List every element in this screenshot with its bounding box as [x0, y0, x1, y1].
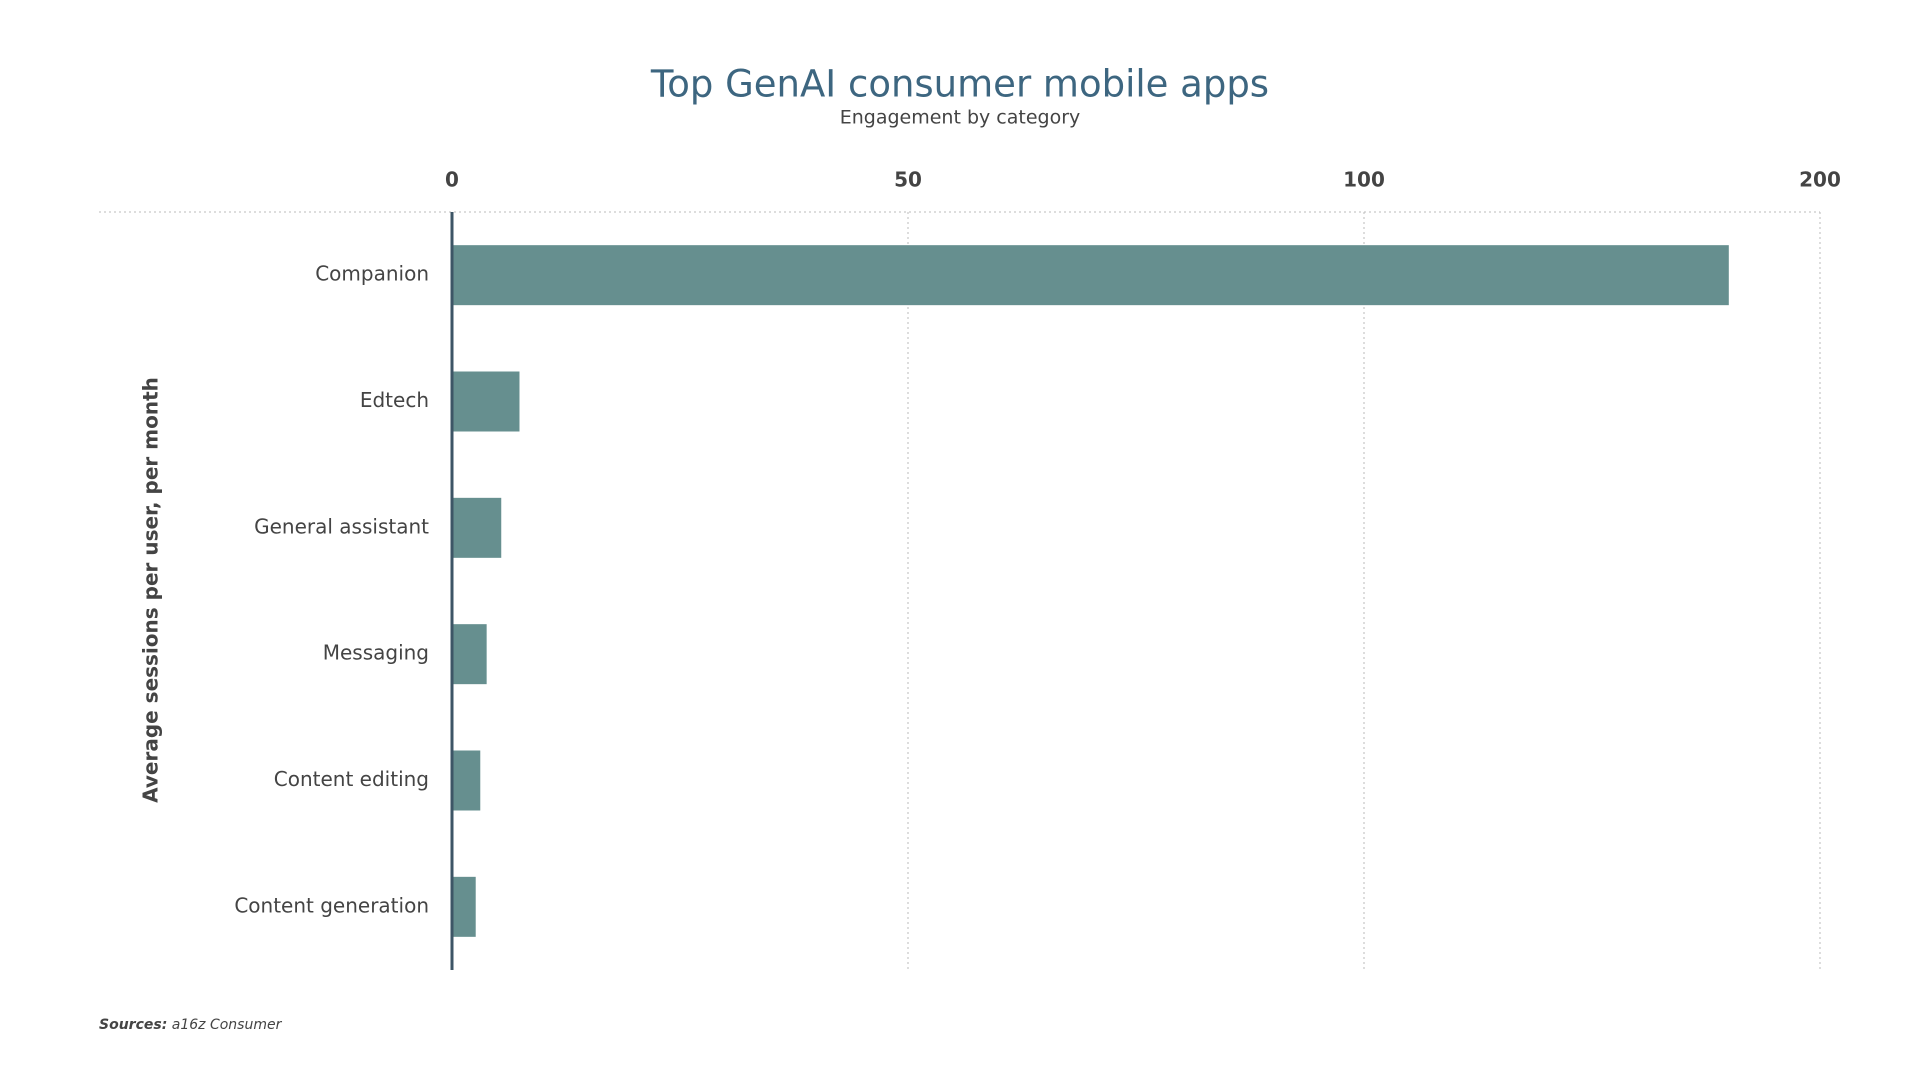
chart-subtitle: Engagement by category	[840, 107, 1081, 129]
chart-title: Top GenAI consumer mobile apps	[650, 63, 1269, 106]
x-tick-label: 0	[445, 168, 459, 192]
y-tick-label: Edtech	[360, 388, 429, 412]
source: Sources: a16z Consumer	[99, 1017, 283, 1033]
x-tick-label: 100	[1343, 168, 1385, 192]
y-tick-label: Content generation	[234, 893, 429, 917]
bar	[452, 750, 481, 811]
y-tick-label: Messaging	[323, 641, 429, 665]
bar	[452, 624, 487, 685]
source-label: Sources:	[99, 1017, 167, 1033]
y-tick-label: Content editing	[274, 767, 429, 791]
x-tick-label: 50	[894, 168, 922, 192]
bar	[452, 371, 520, 432]
x-tick-label: 200	[1799, 168, 1841, 192]
y-tick-label: Companion	[315, 262, 429, 286]
y-axis-label: Average sessions per user, per month	[139, 377, 163, 803]
source-text: a16z Consumer	[172, 1017, 283, 1033]
bar	[452, 876, 476, 937]
bar	[452, 245, 1729, 306]
y-tick-label: General assistant	[254, 514, 429, 538]
bar	[452, 497, 502, 558]
